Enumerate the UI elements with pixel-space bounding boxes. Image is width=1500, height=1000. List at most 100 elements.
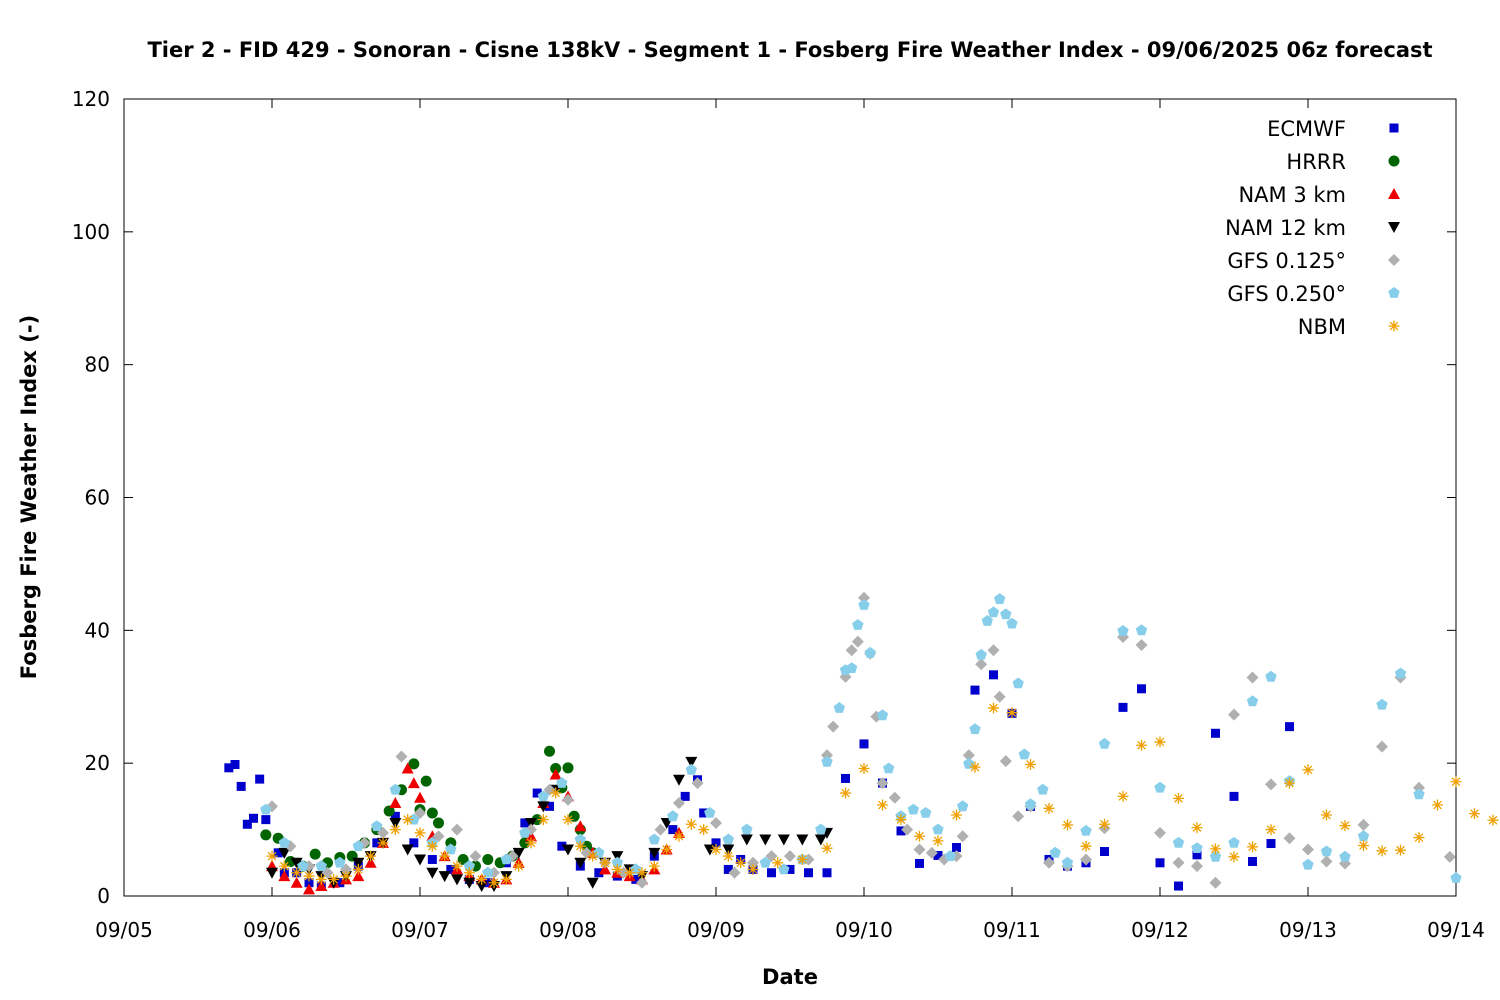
data-point	[1209, 850, 1222, 862]
data-point	[932, 823, 944, 835]
y-tick-label: 100	[72, 220, 110, 244]
data-point	[767, 868, 776, 878]
legend-label: NAM 12 km	[1225, 216, 1346, 240]
data-point	[1413, 832, 1425, 844]
data-point	[1037, 783, 1049, 795]
data-point	[969, 723, 981, 735]
data-point	[557, 841, 567, 851]
legend-marker	[1388, 320, 1400, 332]
data-point	[711, 838, 721, 848]
data-point	[278, 870, 291, 882]
data-point	[741, 823, 753, 835]
data-point	[1229, 791, 1239, 801]
data-point	[273, 848, 283, 858]
data-point	[236, 781, 246, 791]
data-point	[895, 814, 907, 826]
legend-label: NAM 3 km	[1238, 183, 1346, 207]
data-point	[1432, 799, 1443, 811]
x-tick-label: 09/06	[243, 918, 301, 942]
data-point	[372, 838, 382, 848]
data-point	[278, 860, 290, 872]
data-point	[427, 854, 437, 864]
data-point	[519, 826, 531, 838]
legend-marker	[1388, 254, 1400, 266]
data-point	[520, 818, 530, 828]
y-tick-label: 0	[97, 884, 110, 908]
data-point	[1080, 840, 1092, 852]
data-point	[1061, 856, 1074, 868]
data-point	[648, 860, 660, 872]
data-point	[785, 864, 795, 874]
data-point	[1117, 625, 1129, 636]
data-point	[624, 867, 636, 879]
data-point	[260, 803, 272, 815]
data-point	[242, 819, 252, 829]
data-point	[230, 759, 240, 769]
data-point	[352, 870, 365, 882]
y-tick-label: 120	[72, 87, 110, 111]
data-point	[1049, 846, 1061, 858]
data-point	[525, 830, 537, 842]
data-point	[1043, 856, 1055, 869]
data-point	[365, 850, 377, 862]
data-point	[315, 860, 327, 871]
legend-marker	[1388, 188, 1400, 199]
data-point	[969, 761, 981, 773]
data-point	[599, 857, 611, 869]
data-point	[1265, 824, 1277, 836]
data-point	[1191, 860, 1203, 873]
data-point	[260, 829, 272, 841]
data-point	[1012, 677, 1024, 689]
data-point	[673, 797, 685, 810]
data-point	[1450, 872, 1462, 883]
data-point	[845, 644, 858, 657]
data-point	[475, 881, 488, 893]
y-tick-label: 80	[85, 353, 110, 377]
data-point	[858, 762, 870, 774]
data-point	[414, 791, 426, 803]
data-point	[1246, 671, 1259, 684]
data-point	[291, 867, 303, 879]
data-point	[932, 835, 944, 847]
data-point	[735, 857, 747, 869]
data-point	[1012, 810, 1025, 823]
data-point	[1395, 844, 1406, 856]
data-point	[1118, 702, 1128, 712]
legend-label: GFS 0.125°	[1227, 249, 1346, 273]
data-point	[562, 793, 574, 806]
data-point	[463, 860, 475, 871]
data-point	[1469, 808, 1480, 820]
data-point	[777, 834, 790, 846]
data-point	[1283, 832, 1296, 845]
series-nbm	[266, 702, 1499, 889]
data-point	[722, 844, 735, 856]
x-tick-label: 09/07	[391, 918, 449, 942]
data-point	[1450, 776, 1462, 788]
y-axis-label: Fosberg Fire Weather Index (-)	[17, 315, 41, 679]
data-point	[383, 805, 395, 817]
data-point	[1320, 855, 1333, 868]
data-point	[426, 840, 438, 852]
data-point	[1487, 814, 1499, 826]
data-point	[1154, 781, 1166, 793]
data-point	[814, 834, 827, 846]
data-point	[574, 857, 587, 869]
data-point	[482, 866, 494, 878]
data-point	[1339, 820, 1351, 832]
data-point	[1246, 695, 1259, 707]
data-point	[426, 867, 439, 879]
data-point	[673, 830, 685, 842]
data-point	[901, 823, 914, 836]
data-point	[303, 870, 315, 882]
data-point	[1376, 740, 1388, 753]
data-point	[698, 824, 710, 836]
data-point	[537, 801, 550, 813]
data-point	[290, 857, 303, 869]
data-point	[1376, 698, 1388, 710]
data-point	[364, 856, 377, 868]
data-point	[426, 807, 438, 819]
data-point	[408, 758, 420, 770]
data-point	[710, 816, 722, 829]
data-point	[833, 702, 845, 713]
